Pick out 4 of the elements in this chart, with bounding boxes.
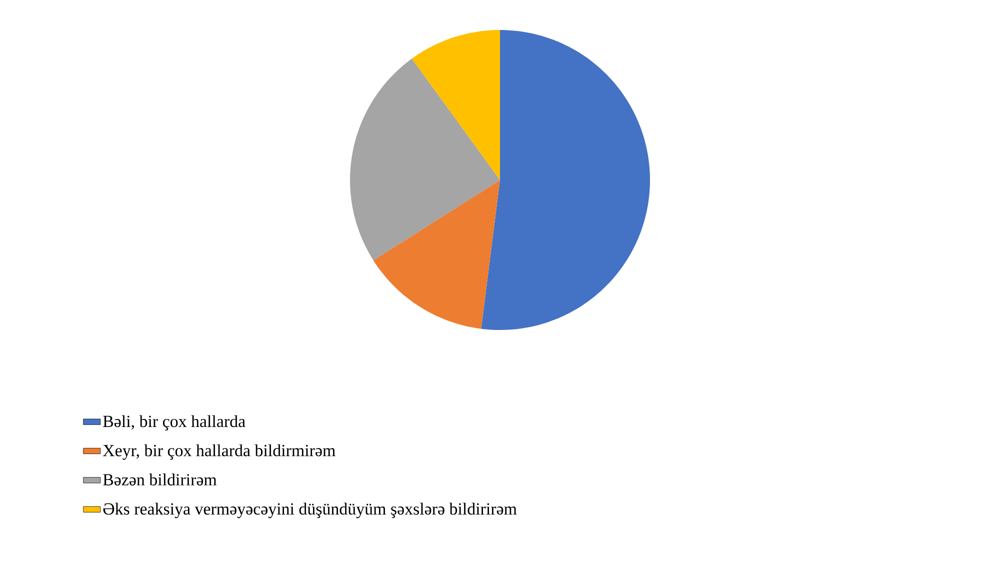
legend-label: Əks reaksiya verməyəcəyini düşündüyüm şəxslərə bildirirəm	[103, 502, 517, 518]
legend-label: Bəzən bildirirəm	[103, 474, 217, 486]
legend-label: Bəli, bir çox hallarda	[103, 415, 246, 431]
legend-label: Xeyr, bir çox hallarda bildirmirəm	[102, 444, 336, 460]
